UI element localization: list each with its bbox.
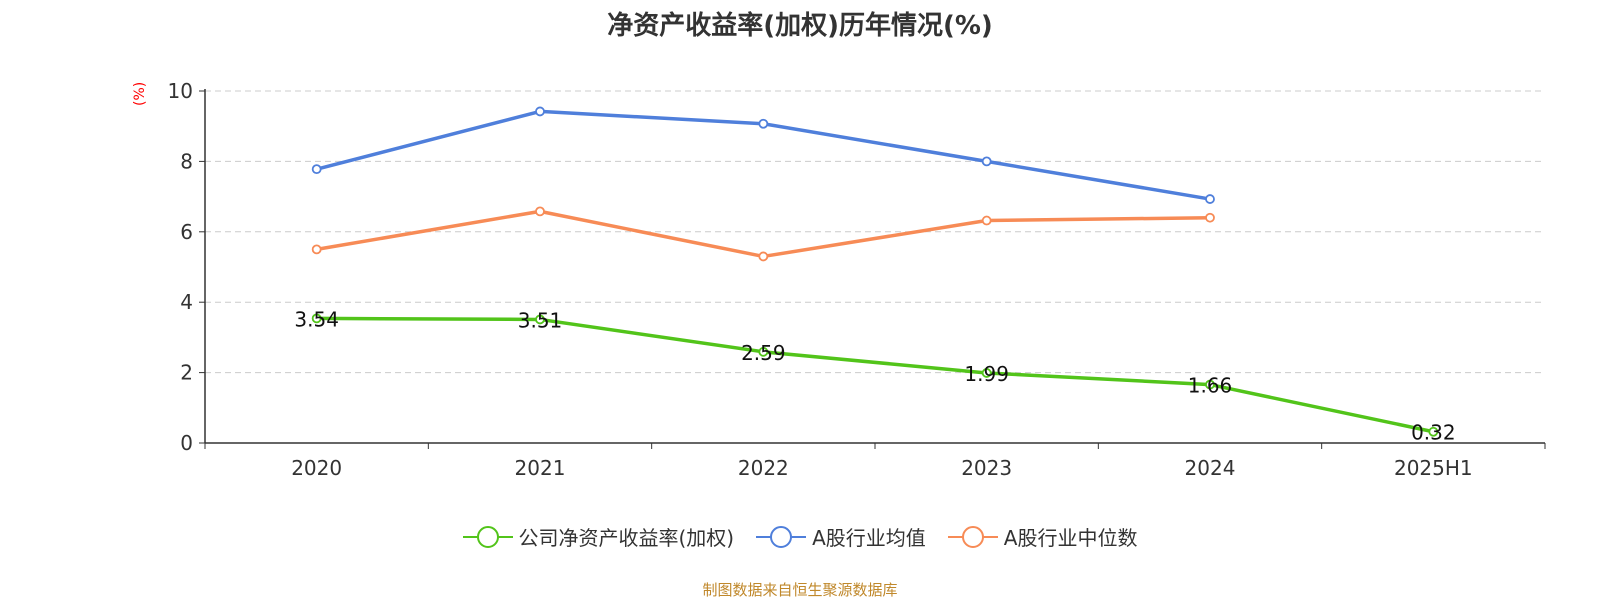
legend-item-company-roe[interactable]: 公司净资产收益率(加权): [462, 522, 735, 551]
data-point: [758, 346, 769, 357]
x-tick-label: 2024: [1185, 456, 1236, 480]
data-point: [1428, 426, 1439, 437]
data-point: [981, 215, 992, 226]
data-point: [1205, 194, 1215, 204]
legend-marker-icon: [756, 525, 807, 548]
legend-item-industry-mean[interactable]: A股行业均值: [756, 522, 926, 551]
data-point: [981, 156, 992, 167]
data-point: [981, 368, 992, 378]
chart-legend: 公司净资产收益率(加权) A股行业均值 A股行业中位数: [0, 522, 1600, 551]
data-label: 2.59: [741, 341, 786, 365]
y-tick-label: 8: [180, 149, 193, 173]
data-point: [535, 106, 545, 117]
data-point: [1205, 379, 1215, 390]
series-line: [316, 316, 1434, 434]
data-point: [535, 314, 545, 325]
data-point: [311, 313, 322, 324]
y-tick-label: 2: [180, 361, 193, 385]
data-point: [1205, 212, 1215, 223]
data-point: [535, 206, 545, 217]
x-tick-label: 2022: [738, 456, 789, 480]
data-point: [758, 118, 769, 129]
legend-label: A股行业中位数: [1003, 526, 1138, 550]
legend-label: 公司净资产收益率(加权): [518, 526, 735, 550]
x-tick-label: 2023: [961, 456, 1012, 480]
x-tick-label: 2020: [291, 456, 342, 480]
y-tick-label: 4: [180, 290, 193, 314]
data-label: 1.99: [964, 362, 1009, 386]
data-point: [311, 244, 322, 255]
x-tick-label: 2021: [515, 456, 566, 480]
series-line: [316, 209, 1211, 259]
y-tick-label: 10: [168, 79, 193, 103]
legend-marker-icon: [462, 525, 513, 548]
legend-label: A股行业均值: [812, 526, 926, 550]
y-tick-label: 6: [180, 220, 193, 244]
data-label: 0.32: [1411, 421, 1456, 445]
data-label: 3.54: [294, 307, 339, 331]
data-label: 3.51: [518, 308, 563, 332]
x-tick-label: 2025H1: [1394, 456, 1473, 480]
data-point: [758, 251, 769, 262]
data-label: 1.66: [1188, 374, 1233, 398]
data-point: [311, 164, 322, 175]
legend-item-industry-median[interactable]: A股行业中位数: [947, 522, 1138, 551]
legend-marker-icon: [947, 525, 998, 548]
chart-title: 净资产收益率(加权)历年情况(%): [607, 11, 993, 41]
data-source-note: 制图数据来自恒生聚源数据库: [702, 581, 898, 599]
y-tick-label: 0: [180, 431, 193, 455]
